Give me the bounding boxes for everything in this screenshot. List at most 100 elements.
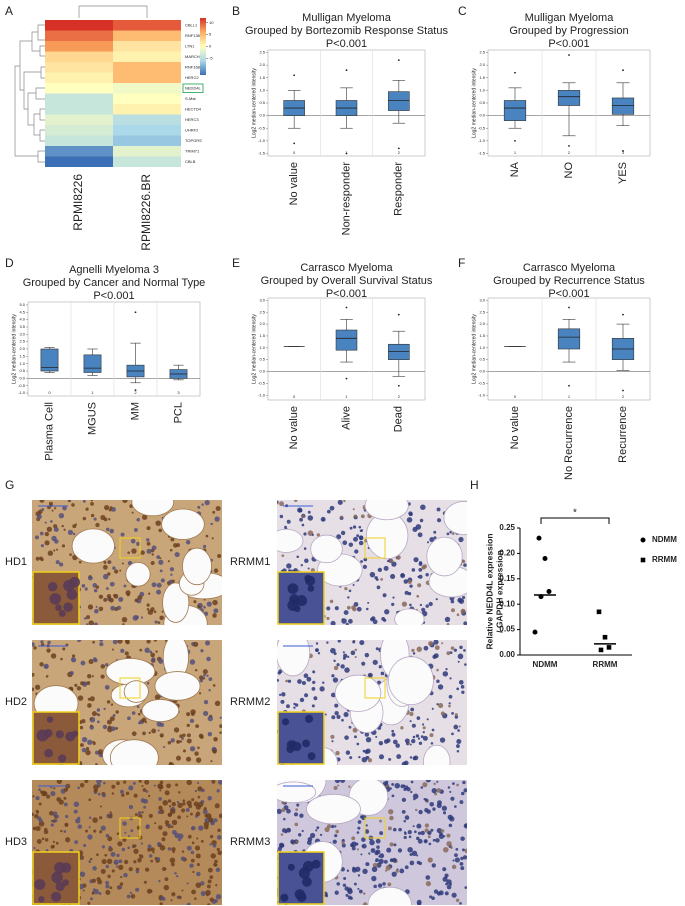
cell bbox=[210, 853, 216, 859]
cell bbox=[416, 646, 422, 652]
cell bbox=[90, 897, 93, 901]
cell bbox=[389, 559, 394, 564]
cell bbox=[105, 527, 110, 532]
cell bbox=[212, 613, 217, 618]
y-tick-label: -0.5 bbox=[478, 380, 486, 385]
cell bbox=[334, 825, 337, 828]
cell bbox=[35, 809, 39, 813]
heatmap-cell bbox=[113, 146, 181, 157]
cell bbox=[399, 868, 405, 874]
cell bbox=[430, 742, 434, 745]
cell bbox=[420, 786, 424, 789]
cell bbox=[417, 902, 422, 905]
cell bbox=[456, 750, 460, 753]
fat-cell bbox=[71, 528, 115, 564]
cell bbox=[336, 714, 341, 719]
cell bbox=[137, 857, 142, 863]
cell bbox=[175, 783, 179, 787]
cell bbox=[334, 703, 339, 708]
cell bbox=[408, 835, 412, 839]
inset-cell bbox=[289, 594, 300, 605]
cell bbox=[161, 837, 166, 842]
box bbox=[83, 354, 102, 373]
cell bbox=[286, 827, 292, 833]
cell bbox=[59, 562, 64, 567]
cell bbox=[319, 833, 323, 836]
legend-marker bbox=[640, 537, 646, 543]
cell bbox=[67, 529, 74, 535]
cell bbox=[130, 829, 134, 833]
cell bbox=[409, 720, 412, 723]
cell bbox=[452, 782, 455, 785]
cell bbox=[212, 843, 217, 848]
cell bbox=[426, 809, 431, 814]
cell bbox=[111, 792, 115, 795]
y-tick-label: 1.5 bbox=[259, 75, 265, 80]
cell bbox=[219, 724, 222, 728]
cell bbox=[180, 856, 186, 861]
cell bbox=[357, 820, 362, 824]
cell bbox=[35, 556, 40, 561]
cell bbox=[375, 735, 378, 738]
cell bbox=[56, 797, 62, 802]
cell bbox=[92, 888, 96, 891]
panel-label: D bbox=[5, 256, 14, 270]
cell bbox=[209, 875, 214, 880]
cell bbox=[94, 608, 99, 614]
cell bbox=[311, 704, 315, 708]
cell bbox=[147, 847, 152, 852]
cell bbox=[311, 687, 316, 691]
cell bbox=[206, 893, 209, 897]
cell bbox=[372, 619, 378, 625]
fat-cell bbox=[154, 671, 201, 701]
ihc-image bbox=[277, 780, 467, 905]
cell bbox=[156, 857, 161, 861]
cell bbox=[347, 655, 350, 658]
cell bbox=[281, 828, 287, 833]
ihc-image bbox=[32, 640, 222, 765]
cell bbox=[296, 555, 300, 559]
cell bbox=[304, 558, 309, 563]
panel-label: G bbox=[5, 478, 14, 492]
outlier bbox=[134, 389, 137, 392]
cell bbox=[86, 615, 91, 620]
category-label: MM bbox=[129, 402, 141, 420]
cell bbox=[106, 719, 112, 725]
cell bbox=[171, 819, 178, 826]
category-label: Plasma Cell bbox=[43, 402, 55, 461]
cell bbox=[194, 751, 199, 756]
cell bbox=[194, 669, 198, 672]
y-tick-label: 3.0 bbox=[479, 297, 485, 302]
cell bbox=[46, 794, 51, 799]
cell bbox=[195, 811, 201, 817]
cell bbox=[458, 598, 465, 604]
cell bbox=[411, 648, 415, 653]
outlier bbox=[293, 142, 296, 145]
cell bbox=[35, 826, 41, 832]
cell bbox=[153, 640, 157, 642]
cell bbox=[363, 557, 368, 562]
cell bbox=[214, 803, 220, 809]
plot-title: Grouped by Bortezomib Response Status bbox=[245, 25, 449, 37]
heatmap-cell bbox=[113, 72, 181, 83]
cell bbox=[121, 616, 128, 623]
cell bbox=[118, 596, 124, 602]
cell bbox=[110, 703, 114, 706]
y-tick-label: 1.0 bbox=[479, 87, 485, 92]
cell bbox=[358, 540, 364, 546]
cell bbox=[77, 640, 82, 643]
cell bbox=[330, 620, 336, 625]
cell bbox=[207, 867, 213, 873]
cell bbox=[53, 818, 58, 823]
inset-cell bbox=[286, 740, 295, 749]
outlier bbox=[568, 54, 570, 56]
cell bbox=[112, 640, 118, 645]
outlier bbox=[134, 311, 137, 314]
cell bbox=[342, 656, 346, 660]
cell bbox=[336, 663, 340, 667]
cell bbox=[44, 521, 47, 524]
cell bbox=[385, 784, 389, 788]
cell bbox=[203, 699, 209, 705]
cell bbox=[390, 573, 396, 580]
cell bbox=[360, 560, 363, 563]
